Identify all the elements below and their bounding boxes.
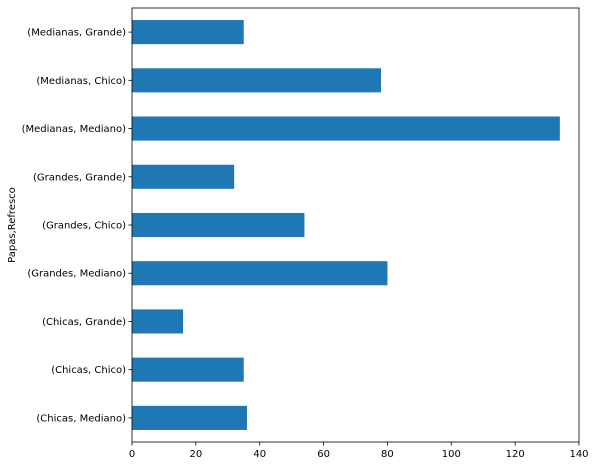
bar	[132, 116, 560, 141]
y-axis-title: Papas,Refresco	[7, 187, 18, 263]
plot-frame	[131, 7, 580, 443]
bar	[132, 309, 184, 334]
x-axis-ticks: 0 20 40 60 80 100 120 140	[129, 442, 589, 460]
y-tick-label: (Grandes, Grande)	[33, 172, 126, 183]
x-tick-label: 60	[317, 449, 330, 460]
x-tick-label: 120	[506, 449, 525, 460]
y-tick-label: (Chicas, Grande)	[42, 317, 126, 328]
bar	[132, 212, 305, 238]
bar	[132, 164, 235, 189]
y-tick-label: (Medianas, Grande)	[27, 28, 126, 39]
x-tick-label: 40	[253, 449, 266, 460]
y-tick-label: (Medianas, Mediano)	[22, 124, 126, 135]
y-tick-label: (Chicas, Chico)	[51, 365, 126, 376]
bar-series	[132, 20, 560, 430]
x-tick-label: 20	[189, 449, 202, 460]
y-tick-label: (Medianas, Chico)	[36, 76, 126, 87]
bar	[132, 68, 382, 93]
bar	[132, 357, 244, 382]
bar	[132, 261, 388, 286]
y-tick-label: (Grandes, Mediano)	[27, 269, 126, 280]
x-tick-label: 140	[569, 449, 588, 460]
bar	[132, 20, 244, 45]
y-tick-label: (Grandes, Chico)	[42, 221, 126, 232]
y-tick-label: (Chicas, Mediano)	[36, 413, 126, 424]
bar	[132, 405, 247, 430]
y-axis-ticks: (Chicas, Mediano) (Chicas, Chico) (Chicas,…	[22, 28, 132, 424]
x-tick-label: 80	[381, 449, 394, 460]
x-tick-label: 100	[442, 449, 461, 460]
x-tick-label: 0	[129, 449, 135, 460]
